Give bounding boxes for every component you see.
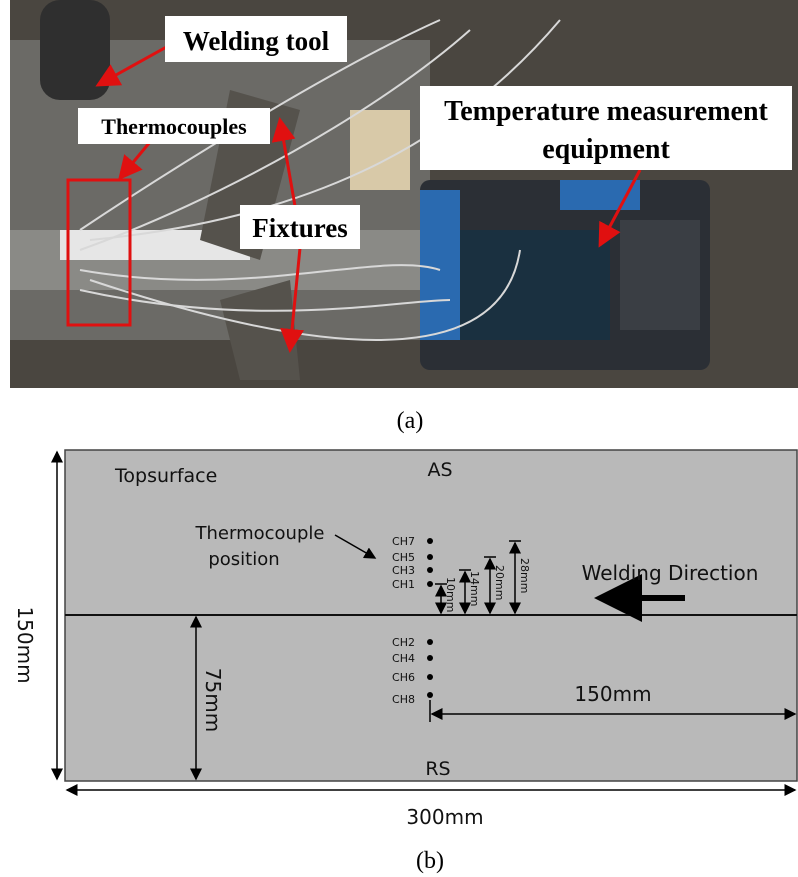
channel: CH4 <box>392 652 415 665</box>
channel: CH2 <box>392 636 415 649</box>
channel: CH7 <box>392 535 415 548</box>
surface-label: Topsurface <box>114 465 217 487</box>
label: Temperature measurement <box>444 96 768 127</box>
note: position <box>208 549 279 570</box>
offset-label: 14mm <box>468 571 481 606</box>
diagram: Topsurface AS RS Thermocouple position C… <box>13 450 797 829</box>
direction-label: Welding Direction <box>582 561 759 585</box>
note: Thermocouple <box>195 523 325 544</box>
offset-label: 10mm <box>444 577 457 612</box>
channel: CH3 <box>392 564 415 577</box>
channel: CH6 <box>392 671 415 684</box>
side-label: RS <box>425 758 450 780</box>
caption: (b) <box>416 848 444 874</box>
channel: CH5 <box>392 551 415 564</box>
channel: CH8 <box>392 693 415 706</box>
photo: Welding tool Thermocouples Fixtures Temp… <box>10 0 798 388</box>
dimension: 300mm <box>406 805 483 829</box>
label: Welding tool <box>183 26 330 56</box>
figure: Welding tool Thermocouples Fixtures Temp… <box>0 0 798 877</box>
dimension: 150mm <box>13 606 37 683</box>
offset-label: 28mm <box>518 558 531 593</box>
offset-label: 20mm <box>493 565 506 600</box>
dimension: 150mm <box>574 682 651 706</box>
caption: (a) <box>397 408 424 434</box>
channel: CH1 <box>392 578 415 591</box>
dimension: 75mm <box>201 668 225 732</box>
side-label: AS <box>427 459 452 481</box>
label: Fixtures <box>252 213 348 243</box>
label: equipment <box>542 134 670 165</box>
label: Thermocouples <box>101 114 247 139</box>
